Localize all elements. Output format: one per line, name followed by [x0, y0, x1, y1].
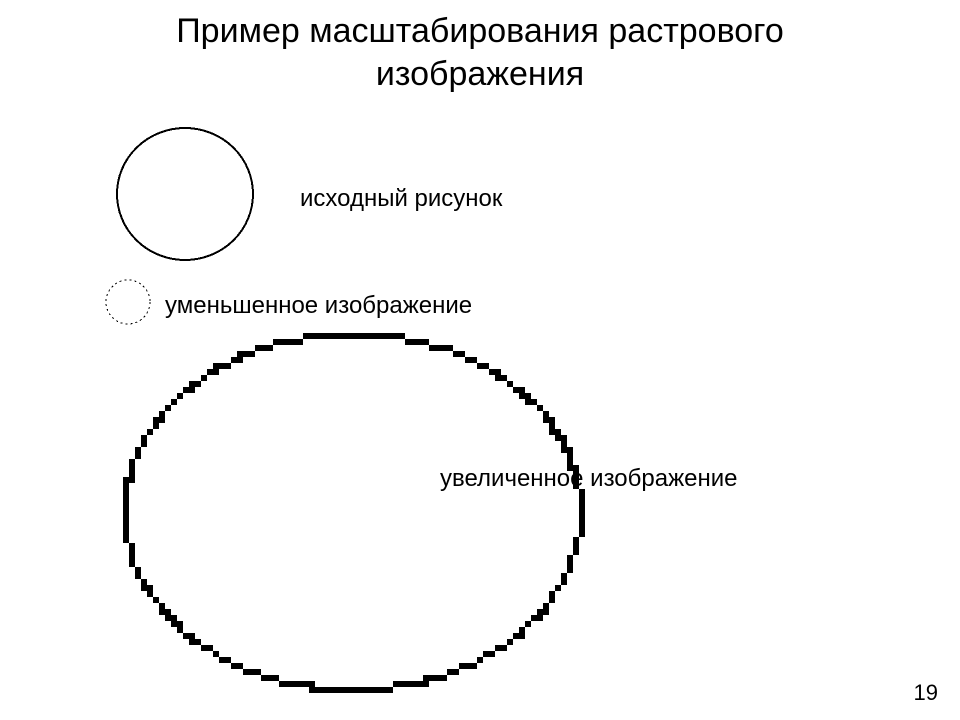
diagram-canvas	[0, 0, 960, 720]
label-enlarged: увеличенное изображение	[440, 465, 738, 493]
slide-stage: Пример масштабирования растрового изобра…	[0, 0, 960, 720]
label-original: исходный рисунок	[300, 185, 502, 213]
label-reduced: уменьшенное изображение	[165, 292, 472, 320]
page-number: 19	[914, 680, 938, 706]
